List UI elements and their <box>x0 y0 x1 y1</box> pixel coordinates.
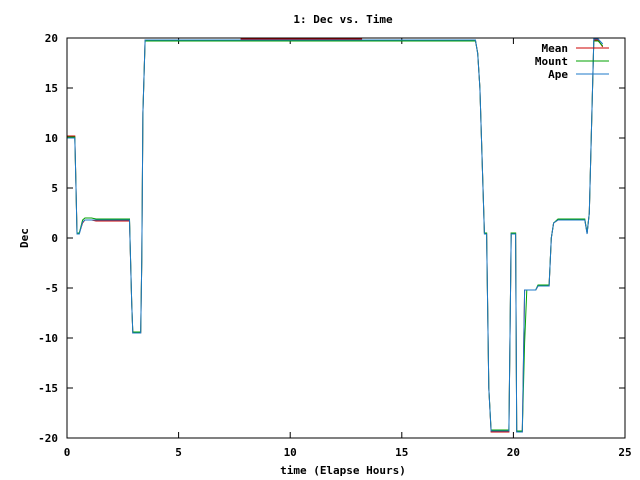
legend-label-mean: Mean <box>542 42 569 55</box>
x-tick-label: 20 <box>507 446 520 459</box>
chart-title: 1: Dec vs. Time <box>293 13 393 26</box>
x-axis-label: time (Elapse Hours) <box>280 464 406 477</box>
y-tick-label: 0 <box>51 232 58 245</box>
y-tick-label: 20 <box>45 32 58 45</box>
y-tick-label: -10 <box>38 332 58 345</box>
series-line-mean <box>67 38 604 433</box>
y-tick-label: -5 <box>45 282 58 295</box>
y-tick-label: -15 <box>38 382 58 395</box>
tick-labels: 0 5 10 15 20 25 -20 -15 -10 -5 0 5 10 15 20 <box>38 32 632 459</box>
y-tick-label: -20 <box>38 432 58 445</box>
series-line-mount <box>67 40 604 432</box>
x-tick-label: 0 <box>64 446 71 459</box>
y-tick-label: 5 <box>51 182 58 195</box>
x-tick-label: 25 <box>618 446 631 459</box>
x-tick-label: 15 <box>395 446 408 459</box>
x-tick-label: 5 <box>175 446 182 459</box>
series-line-ape <box>67 38 604 433</box>
tick-marks <box>66 37 626 439</box>
y-tick-label: 10 <box>45 132 58 145</box>
y-axis-label: Dec <box>18 228 31 248</box>
legend-label-mount: Mount <box>535 55 568 68</box>
legend-label-ape: Ape <box>548 68 568 81</box>
x-tick-label: 10 <box>284 446 297 459</box>
y-tick-label: 15 <box>45 82 58 95</box>
series-lines <box>67 38 604 433</box>
plot-frame <box>66 37 626 439</box>
